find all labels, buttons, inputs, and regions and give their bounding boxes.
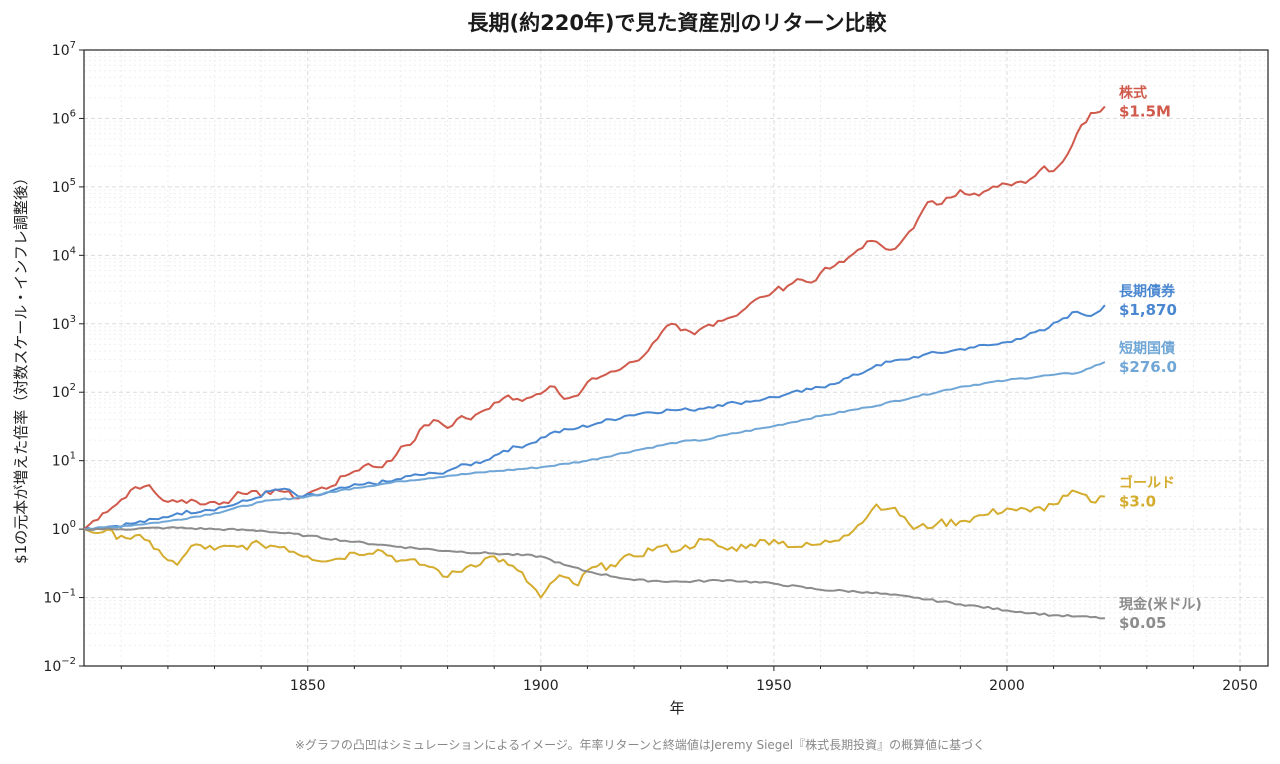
series-line bbox=[83, 105, 1106, 530]
y-tick-label: 106 bbox=[52, 108, 76, 127]
y-tick-label: 100 bbox=[52, 519, 76, 538]
y-tick-label: 107 bbox=[52, 40, 76, 59]
y-tick-label: 103 bbox=[52, 314, 76, 333]
y-tick-label: 10−1 bbox=[43, 588, 76, 607]
series-end-name: 現金(米ドル) bbox=[1119, 596, 1202, 613]
x-tick-label: 2050 bbox=[1222, 678, 1258, 694]
y-tick-label: 10−2 bbox=[43, 656, 76, 675]
series-end-name: 株式 bbox=[1119, 84, 1147, 101]
series-end-value: $1,870 bbox=[1119, 301, 1177, 319]
series-line bbox=[83, 304, 1106, 531]
grid bbox=[84, 50, 1268, 667]
end-labels: 株式$1.5M 長期債券$1,870 短期国債$276.0 ゴールド$3.0 現金(米ド… bbox=[1119, 84, 1202, 632]
series-end-value: $276.0 bbox=[1119, 358, 1177, 376]
y-tick-label: 104 bbox=[52, 245, 76, 264]
series-line bbox=[83, 526, 1105, 620]
series-line bbox=[83, 361, 1106, 531]
footnote: ※グラフの凸凹はシミュレーションによるイメージ。年率リターンと終端値はJerem… bbox=[295, 737, 985, 752]
x-tick-label: 1850 bbox=[290, 678, 326, 694]
y-tick-label: 102 bbox=[52, 382, 76, 401]
series-end-name: 長期債券 bbox=[1119, 283, 1176, 300]
series-end-name: ゴールド bbox=[1119, 474, 1175, 491]
plot-frame bbox=[83, 49, 1269, 667]
series-end-name: 短期国債 bbox=[1119, 340, 1175, 357]
y-tick-label: 101 bbox=[52, 451, 76, 470]
x-axis-label: 年 bbox=[669, 699, 684, 717]
y-axis-label: $1の元本が増えた倍率（対数スケール・インフレ調整後） bbox=[12, 170, 30, 564]
x-tick-label: 2000 bbox=[989, 678, 1025, 694]
y-tick-label: 105 bbox=[52, 177, 76, 196]
x-tick-label: 1900 bbox=[523, 678, 559, 694]
series-end-value: $1.5M bbox=[1119, 102, 1171, 120]
series-line bbox=[83, 489, 1105, 599]
x-tick-label: 1950 bbox=[756, 678, 792, 694]
y-axis: 10−2 10−1 100 101 102 103 104 105 106 107 bbox=[43, 40, 84, 675]
chart-title: 長期(約220年)で見た資産別のリターン比較 bbox=[468, 11, 888, 35]
series-lines bbox=[83, 105, 1106, 620]
x-axis: 1850 1900 1950 2000 2050 bbox=[120, 666, 1258, 694]
series-end-value: $3.0 bbox=[1119, 492, 1156, 510]
series-end-value: $0.05 bbox=[1119, 614, 1166, 632]
